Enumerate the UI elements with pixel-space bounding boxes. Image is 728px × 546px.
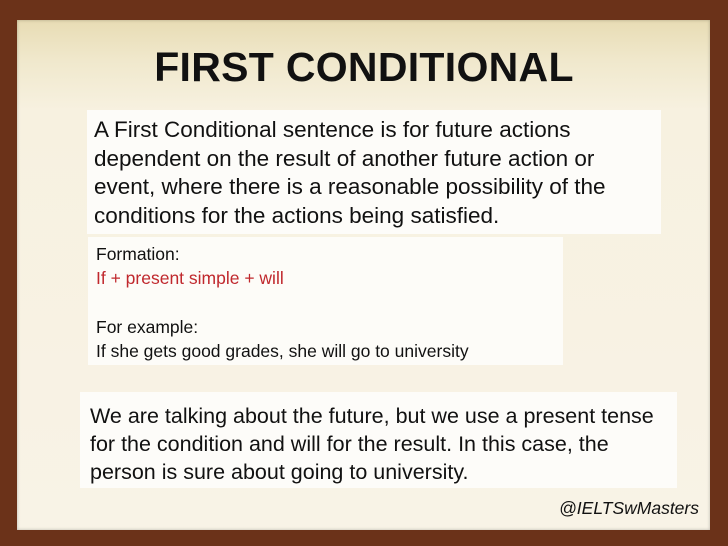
definition-text: A First Conditional sentence is for futu… [94, 117, 606, 228]
formation-rule: If + present simple + will [96, 268, 284, 288]
example-label: For example: [96, 317, 199, 337]
formation-box [88, 237, 563, 365]
slide-title: FIRST CONDITIONAL [154, 44, 574, 90]
explanation-box [80, 392, 677, 488]
explanation-text: We are talking about the future, but we … [90, 404, 654, 484]
credit-handle: @IELTSwMasters [559, 498, 699, 518]
example-sentence: If she gets good grades, she will go to … [96, 341, 469, 361]
definition-box [87, 110, 661, 234]
formation-label: Formation: [96, 244, 180, 264]
